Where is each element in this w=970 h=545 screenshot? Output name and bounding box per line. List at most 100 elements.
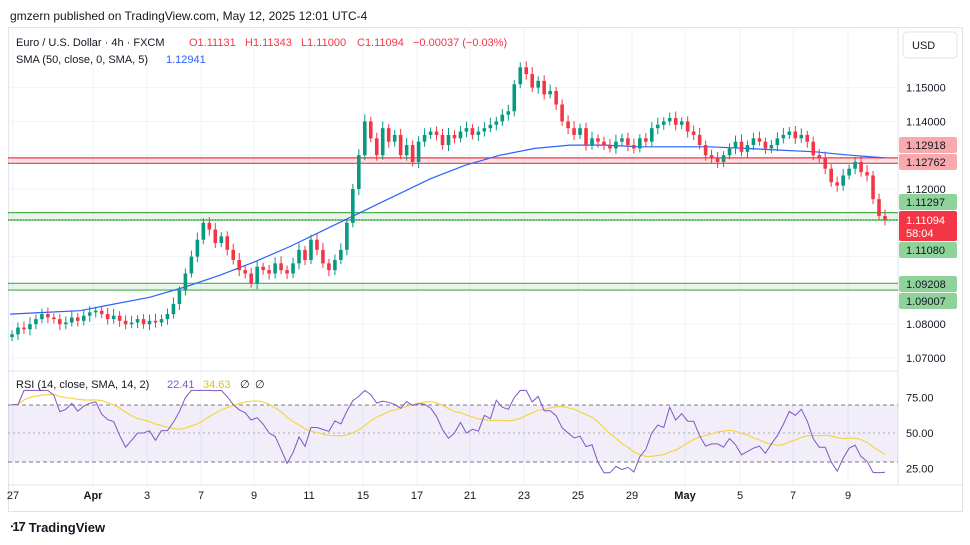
countdown-label: 58:04 bbox=[906, 228, 934, 240]
candle-body bbox=[261, 266, 265, 271]
level-label-6-bg bbox=[899, 293, 957, 309]
candle-body bbox=[315, 239, 319, 250]
legend-sma-label: SMA (50, close, 0, SMA, 5) bbox=[16, 54, 148, 66]
candle-body bbox=[620, 138, 624, 142]
candle-body bbox=[58, 319, 62, 325]
candle-body bbox=[494, 121, 499, 125]
candle-body bbox=[506, 111, 511, 115]
time-tick-label: 3 bbox=[144, 490, 150, 502]
level-label-1-bg bbox=[899, 137, 957, 153]
level-label-3-bg bbox=[899, 194, 957, 210]
candle-body bbox=[117, 315, 122, 321]
time-tick-label: 21 bbox=[464, 490, 476, 502]
candle-body bbox=[309, 239, 313, 260]
candle-body bbox=[16, 327, 20, 335]
legend-open: O1.11131 bbox=[189, 37, 236, 49]
candle-body bbox=[644, 138, 648, 142]
price-axis-labels: 1.07000 1.08000 1.12000 1.14000 1.15000 bbox=[906, 83, 946, 365]
candle-body bbox=[650, 128, 654, 142]
candle-body bbox=[452, 134, 457, 139]
candle-body bbox=[81, 315, 86, 321]
candle-body bbox=[28, 324, 32, 330]
last-price-label: 1.11094 bbox=[906, 215, 945, 227]
candle-body bbox=[362, 121, 367, 156]
candle-body bbox=[10, 334, 14, 338]
candle-body bbox=[787, 131, 792, 135]
level-label-4: 1.11080 bbox=[906, 245, 945, 257]
candle-body bbox=[721, 155, 726, 162]
level-price-labels: 1.12918 1.12762 1.11297 1.11080 1.09208 1.090… bbox=[899, 137, 957, 309]
candle-body bbox=[655, 124, 660, 129]
candle-body bbox=[440, 134, 445, 146]
last-price-bg bbox=[899, 211, 957, 241]
candle-body bbox=[249, 273, 253, 284]
candle-body bbox=[99, 310, 104, 315]
level-label-1: 1.12918 bbox=[906, 140, 946, 152]
candle-body bbox=[321, 249, 325, 264]
rsi-tick-label: 75.00 bbox=[906, 393, 934, 405]
time-tick-label: May bbox=[674, 490, 696, 502]
legend-symbol: Euro / U.S. Dollar · 4h · FXCM bbox=[16, 37, 165, 49]
candle-body bbox=[69, 317, 74, 323]
candle-body bbox=[775, 138, 780, 146]
candle-body bbox=[602, 141, 606, 146]
candle-body bbox=[135, 319, 140, 323]
candle-body bbox=[614, 141, 618, 149]
time-tick-label: 27 bbox=[7, 490, 19, 502]
candle-body bbox=[626, 138, 630, 146]
candle-body bbox=[40, 314, 44, 320]
horizontal-levels bbox=[8, 157, 898, 291]
legend-high: H1.11343 bbox=[245, 37, 292, 49]
legend-change: −0.00037 (−0.03%) bbox=[413, 37, 507, 49]
candle-body bbox=[159, 319, 164, 323]
candle-body bbox=[231, 249, 236, 260]
candle-body bbox=[470, 128, 475, 135]
rsi-axis-labels: 75.00 50.00 25.00 bbox=[906, 393, 934, 476]
rsi-line bbox=[12, 389, 886, 474]
candle-body bbox=[267, 270, 271, 274]
candle-body bbox=[709, 155, 714, 159]
price-tick-label: 1.08000 bbox=[906, 319, 946, 331]
rsi-legend-value: 22.41 bbox=[167, 379, 195, 391]
time-tick-label: 7 bbox=[198, 490, 204, 502]
candle-body bbox=[368, 121, 373, 139]
candle-body bbox=[123, 320, 128, 325]
candle-body bbox=[422, 134, 427, 142]
support-zone-upper bbox=[8, 212, 898, 221]
level-label-3: 1.11297 bbox=[906, 197, 945, 209]
candle-body bbox=[853, 161, 857, 169]
candle-body bbox=[225, 236, 230, 250]
candle-body bbox=[661, 121, 666, 125]
price-tick-label: 1.15000 bbox=[906, 83, 946, 95]
level-label-5-bg bbox=[899, 276, 957, 292]
candle-body bbox=[195, 239, 200, 257]
candle-body bbox=[632, 145, 636, 149]
candle-body bbox=[548, 90, 552, 95]
candle-body bbox=[75, 317, 80, 321]
candle-body bbox=[105, 314, 110, 320]
currency-button-label[interactable]: USD bbox=[912, 40, 935, 52]
time-tick-label: 25 bbox=[572, 490, 584, 502]
currency-button[interactable] bbox=[902, 31, 958, 59]
candle-body bbox=[219, 236, 224, 244]
time-tick-label: 9 bbox=[251, 490, 257, 502]
sma-line bbox=[9, 144, 886, 315]
candle-body bbox=[111, 315, 116, 320]
candle-body bbox=[584, 128, 588, 146]
candle-body bbox=[351, 189, 355, 223]
candle-body bbox=[291, 263, 295, 274]
candle-body bbox=[434, 131, 439, 135]
candle-body bbox=[488, 124, 493, 129]
candle-body bbox=[189, 256, 194, 274]
candle-body bbox=[213, 229, 218, 244]
candle-body bbox=[685, 121, 690, 132]
candle-body bbox=[859, 161, 863, 173]
price-tick-label: 1.14000 bbox=[906, 116, 946, 128]
candle-body bbox=[769, 145, 774, 149]
candle-body bbox=[201, 222, 206, 240]
candle-body bbox=[357, 155, 361, 189]
candles bbox=[8, 61, 898, 342]
candle-body bbox=[255, 266, 259, 284]
candle-body bbox=[482, 128, 487, 132]
